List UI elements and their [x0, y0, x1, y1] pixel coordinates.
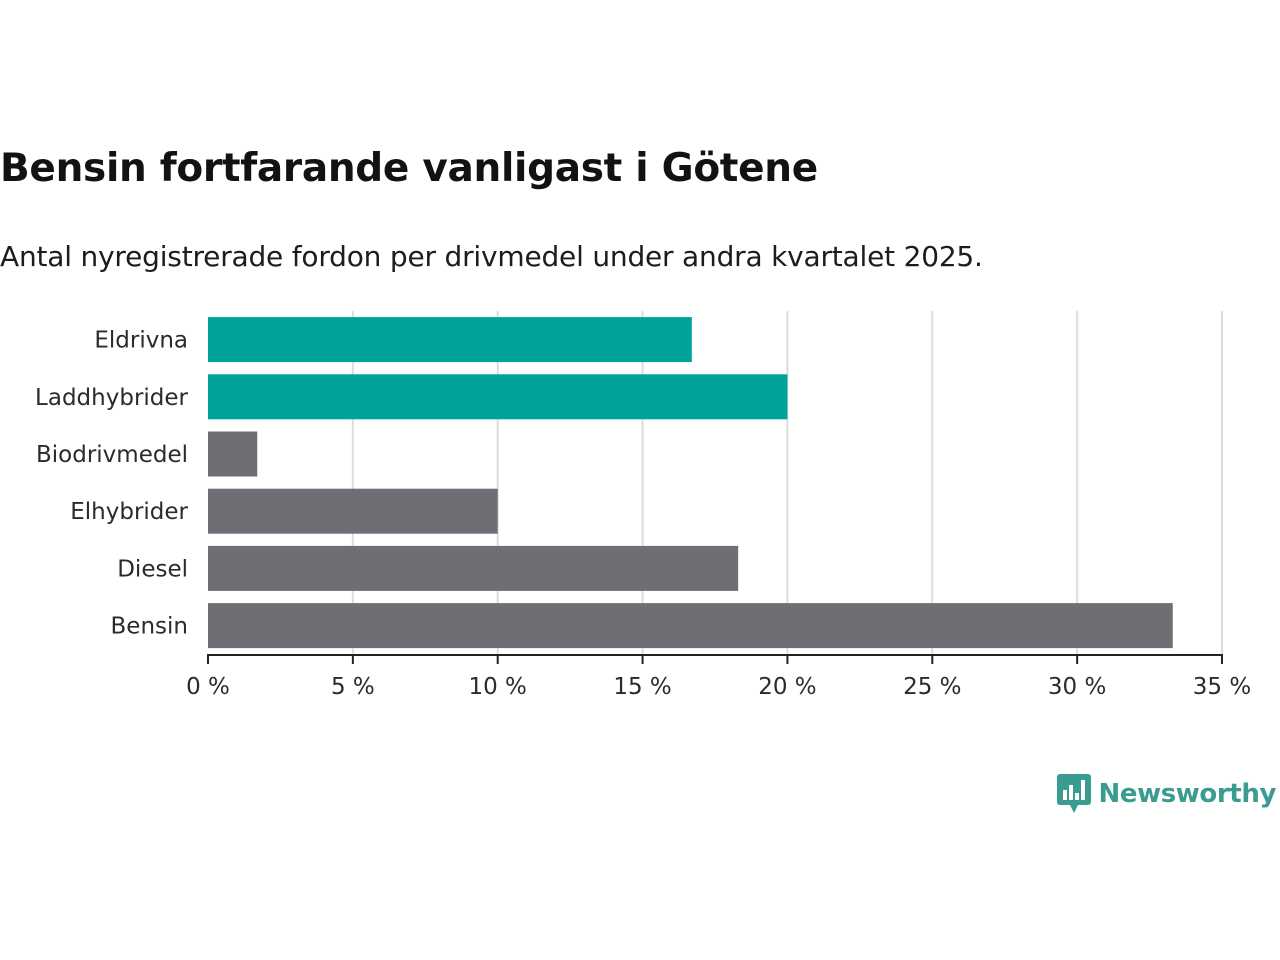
- category-label: Laddhybrider: [35, 385, 188, 411]
- x-axis: 0 % 5 % 10 % 15 % 20 % 25 % 30 % 35 %: [186, 654, 1251, 700]
- chart-subtitle: Antal nyregistrerade fordon per drivmede…: [0, 240, 983, 273]
- category-label: Elhybrider: [70, 499, 188, 525]
- category-label: Biodrivmedel: [36, 442, 188, 468]
- x-tick-label: 35 %: [1193, 674, 1251, 700]
- category-label: Eldrivna: [94, 328, 188, 354]
- x-tick-label: 25 %: [903, 674, 961, 700]
- category-label: Diesel: [117, 556, 188, 582]
- grid-layer: [351, 311, 1223, 654]
- bar: [208, 317, 692, 363]
- bar: [208, 488, 498, 534]
- x-tick-label: 5 %: [331, 674, 375, 700]
- brand-logo: Newsworthy: [1056, 774, 1277, 814]
- bar: [208, 374, 788, 420]
- brand-name: Newsworthy: [1098, 779, 1277, 809]
- bar: [208, 431, 258, 477]
- chart-title: Bensin fortfarande vanligast i Götene: [0, 146, 818, 191]
- y-axis-labels: Eldrivna Laddhybrider Biodrivmedel Elhybrid…: [35, 328, 188, 640]
- x-tick-label: 15 %: [613, 674, 671, 700]
- x-tick-label: 30 %: [1048, 674, 1106, 700]
- x-tick-label: 10 %: [468, 674, 526, 700]
- x-tick-label: 20 %: [758, 674, 816, 700]
- bar: [208, 545, 739, 591]
- bar: [208, 603, 1173, 649]
- bars-layer: [208, 317, 1173, 649]
- bar-chart: 0 % 5 % 10 % 15 % 20 % 25 % 30 % 35 % Eldrivna L…: [35, 311, 1251, 700]
- newsworthy-logo-icon: [1056, 774, 1091, 813]
- category-label: Bensin: [111, 614, 188, 640]
- x-tick-label: 0 %: [186, 674, 230, 700]
